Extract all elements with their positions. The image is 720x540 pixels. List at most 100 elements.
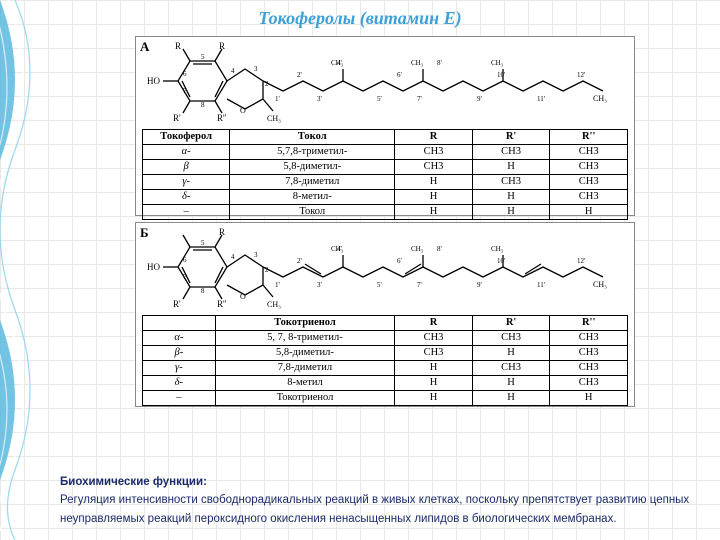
svg-text:3: 3 xyxy=(254,251,258,259)
table-row: δ-8-метилHHCH3 xyxy=(143,376,628,391)
table-cell: CH3 xyxy=(550,331,628,346)
svg-text:6: 6 xyxy=(183,256,187,264)
table-cell: CH3 xyxy=(550,190,628,205)
table-cell: CH3 xyxy=(395,145,473,160)
table-cell: α- xyxy=(143,145,230,160)
svg-text:CH₃: CH₃ xyxy=(411,245,424,253)
svg-text:2: 2 xyxy=(265,266,269,274)
table-cell: 8-метил xyxy=(215,376,394,391)
table-cell: 5,8-диметил- xyxy=(230,160,395,175)
svg-text:CH₃: CH₃ xyxy=(411,59,424,67)
table-cell: CH3 xyxy=(550,145,628,160)
table-header xyxy=(143,316,216,331)
svg-text:R: R xyxy=(219,41,225,51)
table-row: –ТоколHHH xyxy=(143,205,628,220)
svg-text:2': 2' xyxy=(297,257,302,265)
table-cell: – xyxy=(143,205,230,220)
svg-text:4: 4 xyxy=(231,253,235,261)
svg-text:5: 5 xyxy=(201,53,205,61)
svg-text:R'': R'' xyxy=(217,113,227,123)
panel-b-label: Б xyxy=(140,225,149,241)
table-cell: CH3 xyxy=(472,175,550,190)
table-cell: CH3 xyxy=(472,361,550,376)
table-cell: H xyxy=(395,376,473,391)
table-cell: 7,8-диметил xyxy=(215,361,394,376)
body-text: Биохимические функции: Регуляция интенси… xyxy=(60,473,690,528)
table-cell: H xyxy=(550,205,628,220)
left-wave-accent xyxy=(0,0,40,540)
table-cell: H xyxy=(472,160,550,175)
svg-text:8': 8' xyxy=(437,59,442,67)
table-cell: CH3 xyxy=(550,160,628,175)
table-cell: δ- xyxy=(143,376,216,391)
svg-text:9': 9' xyxy=(477,95,482,103)
table-row: –ТокотриенолHHH xyxy=(143,391,628,406)
table-cell: H xyxy=(395,175,473,190)
svg-text:8: 8 xyxy=(201,287,205,295)
panel-a-label: А xyxy=(140,39,149,55)
body-paragraph: Регуляция интенсивности свободнорадикаль… xyxy=(60,494,689,524)
table-header: R xyxy=(395,130,473,145)
svg-text:CH₃: CH₃ xyxy=(267,300,281,309)
table-cell: CH3 xyxy=(472,331,550,346)
table-cell: CH3 xyxy=(472,145,550,160)
table-header: R' xyxy=(472,130,550,145)
tocopherol-structure: HO R R R' R'' O CH₃ 5 6 7 8 4 3 2 2' 4' … xyxy=(145,41,625,127)
tocotrienol-table: ТокотриенолRR'R'' α-5, 7, 8-триметил-CH3… xyxy=(142,315,628,406)
table-cell: CH3 xyxy=(550,346,628,361)
table-cell: – xyxy=(143,391,216,406)
table-cell: 7,8-диметил xyxy=(230,175,395,190)
table-cell: H xyxy=(550,391,628,406)
svg-text:10': 10' xyxy=(497,257,505,265)
svg-text:CH₃: CH₃ xyxy=(491,59,504,67)
table-cell: CH3 xyxy=(550,175,628,190)
svg-text:CH₃: CH₃ xyxy=(267,114,281,123)
svg-text:7': 7' xyxy=(417,95,422,103)
svg-text:R': R' xyxy=(173,113,181,123)
table-header: R xyxy=(395,316,473,331)
svg-text:R: R xyxy=(175,41,181,51)
table-header: Токотриенол xyxy=(215,316,394,331)
table-cell: H xyxy=(395,205,473,220)
svg-text:1': 1' xyxy=(275,95,280,103)
svg-text:11': 11' xyxy=(537,95,545,103)
svg-text:O: O xyxy=(240,106,246,115)
panel-b: Б HO R R' R'' xyxy=(135,222,635,407)
svg-text:R'': R'' xyxy=(217,299,227,309)
svg-text:12': 12' xyxy=(577,71,585,79)
tocopherol-table: ТокоферолТоколRR'R'' α-5,7,8-триметил-CH… xyxy=(142,129,628,220)
body-heading: Биохимические функции: xyxy=(60,476,207,488)
table-cell: H xyxy=(472,205,550,220)
svg-text:CH₃: CH₃ xyxy=(331,245,344,253)
svg-text:1': 1' xyxy=(275,281,280,289)
svg-text:CH₃: CH₃ xyxy=(593,280,607,289)
svg-text:CH₃: CH₃ xyxy=(491,245,504,253)
table-cell: γ- xyxy=(143,175,230,190)
svg-text:6: 6 xyxy=(183,70,187,78)
svg-text:R': R' xyxy=(173,299,181,309)
table-cell: 5,7,8-триметил- xyxy=(230,145,395,160)
svg-text:7': 7' xyxy=(417,281,422,289)
table-cell: CH3 xyxy=(395,331,473,346)
table-row: β-5,8-диметил-CH3HCH3 xyxy=(143,346,628,361)
table-row: δ-8-метил-HHCH3 xyxy=(143,190,628,205)
table-header: Токоферол xyxy=(143,130,230,145)
svg-text:7: 7 xyxy=(183,273,187,281)
table-cell: H xyxy=(395,361,473,376)
table-cell: Токол xyxy=(230,205,395,220)
table-cell: γ- xyxy=(143,361,216,376)
tocotrienol-structure: HO R R' R'' O CH₃ 5 6 7 8 4 3 2 2' 4' 6'… xyxy=(145,227,625,313)
table-cell: H xyxy=(395,391,473,406)
table-cell: H xyxy=(472,376,550,391)
svg-text:2': 2' xyxy=(297,71,302,79)
table-header: R' xyxy=(472,316,550,331)
table-cell: β- xyxy=(143,346,216,361)
table-row: α-5,7,8-триметил-CH3CH3CH3 xyxy=(143,145,628,160)
page-title: Токоферолы (витамин Е) xyxy=(0,8,720,29)
svg-text:10': 10' xyxy=(497,71,505,79)
svg-text:HO: HO xyxy=(147,262,160,272)
table-row: β5,8-диметил-CH3HCH3 xyxy=(143,160,628,175)
svg-text:7: 7 xyxy=(183,87,187,95)
table-cell: H xyxy=(472,391,550,406)
table-cell: 5,8-диметил- xyxy=(215,346,394,361)
